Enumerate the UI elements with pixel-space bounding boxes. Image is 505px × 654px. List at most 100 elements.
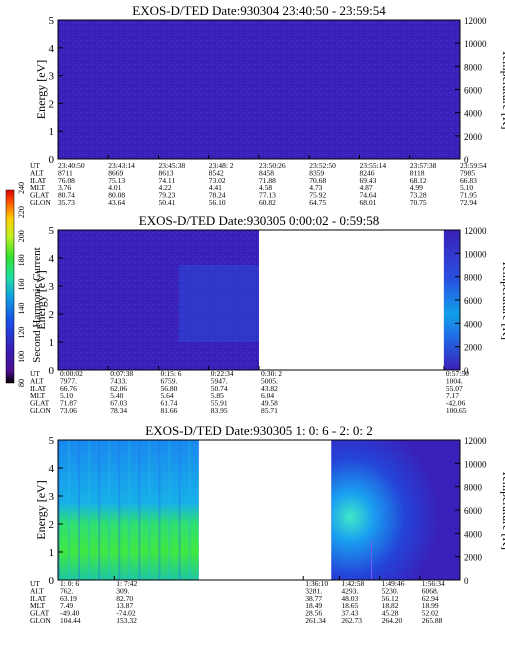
table-cell: 71.87 xyxy=(60,399,77,408)
y-axis-label: Energy [eV] xyxy=(34,60,48,119)
heatmap-streak xyxy=(98,440,101,580)
table-cell: 0:07:38 xyxy=(110,369,133,378)
table-cell: 73.06 xyxy=(60,406,77,415)
table-cell: 18.99 xyxy=(422,601,439,610)
table-cell: 37.43 xyxy=(341,609,358,618)
table-cell: 62.06 xyxy=(110,384,127,393)
heatmap-streak xyxy=(148,440,151,580)
table-row-label: GLAT xyxy=(30,191,50,200)
y-axis-label: Energy [eV] xyxy=(34,270,48,329)
table-cell: 4.73 xyxy=(309,183,322,192)
table-cell: 56.12 xyxy=(382,594,399,603)
table-cell: 8359 xyxy=(309,168,324,177)
colorbar-tick-label: 80 xyxy=(17,379,26,387)
table-row-label: GLON xyxy=(30,406,51,415)
y-tick-label: 5 xyxy=(49,225,55,237)
table-cell: 79.23 xyxy=(159,191,176,200)
table-cell: 5.64 xyxy=(161,391,174,400)
y-tick-label: 3 xyxy=(49,491,55,503)
colorbar-tick-label: 200 xyxy=(17,230,26,242)
table-cell: 0:30: 2 xyxy=(261,369,282,378)
heatmap-streak xyxy=(108,440,111,580)
table-row-label: ILAT xyxy=(30,384,47,393)
heatmap-streak xyxy=(158,440,161,580)
colorbar-tick-label: 100 xyxy=(17,351,26,363)
table-cell: 50.74 xyxy=(211,384,228,393)
y-tick-label: 4 xyxy=(49,43,55,55)
y-tick-label: 5 xyxy=(49,435,55,447)
y2-tick-label: 12000 xyxy=(464,226,487,236)
heatmap-enhancement xyxy=(443,230,460,370)
table-cell: 7.17 xyxy=(446,391,459,400)
y2-tick-label: 0 xyxy=(464,366,469,376)
table-row-label: UT xyxy=(30,161,40,170)
table-cell: 8246 xyxy=(360,168,375,177)
table-cell: 71.88 xyxy=(259,176,276,185)
y2-tick-label: 6000 xyxy=(464,86,483,96)
table-cell: 7977. xyxy=(60,376,77,385)
table-cell: 23:52:50 xyxy=(309,161,336,170)
table-cell: 23:50:26 xyxy=(259,161,286,170)
table-cell: 262.73 xyxy=(341,616,362,625)
table-cell: 23:45:38 xyxy=(159,161,186,170)
table-cell: 68.01 xyxy=(360,198,377,207)
table-cell: 100.65 xyxy=(446,406,467,415)
y2-tick-label: 2000 xyxy=(464,132,483,142)
table-row-label: UT xyxy=(30,369,40,378)
y-tick-label: 2 xyxy=(49,309,55,321)
table-cell: 7.49 xyxy=(60,601,73,610)
table-cell: 153.32 xyxy=(116,616,137,625)
table-row-label: ALT xyxy=(30,376,44,385)
panel-1: EXOS-D/TED Date:930304 23:40:50 - 23:59:… xyxy=(30,3,505,207)
table-cell: 74.11 xyxy=(159,176,176,185)
colorbar-tick-label: 140 xyxy=(17,303,26,315)
heatmap-enhancement xyxy=(58,440,199,580)
table-cell: 0:57:50 xyxy=(446,369,469,378)
y2-tick-label: 8000 xyxy=(464,273,483,283)
table-cell: 67.03 xyxy=(110,399,127,408)
table-cell: 70.75 xyxy=(410,198,427,207)
table-cell: 4.01 xyxy=(108,183,121,192)
table-row-label: GLON xyxy=(30,616,51,625)
table-row-label: ALT xyxy=(30,168,44,177)
table-cell: 35.73 xyxy=(58,198,75,207)
table-cell: 13.87 xyxy=(116,601,133,610)
y-axis-label: Energy [eV] xyxy=(34,480,48,539)
table-cell: 28.56 xyxy=(305,609,322,618)
table-cell: 45.28 xyxy=(382,609,399,618)
table-cell: 18.49 xyxy=(305,601,322,610)
colorbar: 240 220 200 180 160 140 120 100 80 Second Harmoni… xyxy=(5,182,43,387)
y2-tick-label: 8000 xyxy=(464,62,483,72)
table-cell: 43.64 xyxy=(108,198,125,207)
table-cell: 85.71 xyxy=(261,406,278,415)
y2-tick-label: 0 xyxy=(464,576,469,586)
colorbar-label: Second Harmonic Current xyxy=(31,247,43,362)
table-cell: 104.44 xyxy=(60,616,81,625)
heatmap-streak xyxy=(78,440,81,580)
heatmap-streak xyxy=(178,440,181,580)
table-row-label: UT xyxy=(30,579,40,588)
heatmap-streak xyxy=(58,440,60,580)
table-cell: 1: 7:42 xyxy=(116,579,137,588)
y2-tick-label: 2000 xyxy=(464,553,483,563)
heatmap-streak xyxy=(68,440,71,580)
table-cell: 4293. xyxy=(341,586,358,595)
table-cell: 5.40 xyxy=(110,391,123,400)
table-cell: 3281. xyxy=(305,586,322,595)
y2-axis-label: Temperature [K] xyxy=(500,260,505,340)
panel-title: EXOS-D/TED Date:930305 0:00:02 - 0:59:58 xyxy=(139,213,379,228)
heatmap-streak xyxy=(188,440,191,580)
table-cell: 18.82 xyxy=(382,601,399,610)
table-cell: 23:43:14 xyxy=(108,161,135,170)
y-tick-label: 3 xyxy=(49,281,55,293)
table-cell: 78.24 xyxy=(209,191,226,200)
table-cell: 6759. xyxy=(161,376,178,385)
y-tick-label: 3 xyxy=(49,71,55,83)
table-cell: 4.58 xyxy=(259,183,272,192)
table-cell: 0:22:34 xyxy=(211,369,234,378)
y2-tick-label: 6000 xyxy=(464,296,483,306)
table-cell: 18.65 xyxy=(341,601,358,610)
table-cell: -49.40 xyxy=(60,609,80,618)
y2-tick-label: 4000 xyxy=(464,529,483,539)
